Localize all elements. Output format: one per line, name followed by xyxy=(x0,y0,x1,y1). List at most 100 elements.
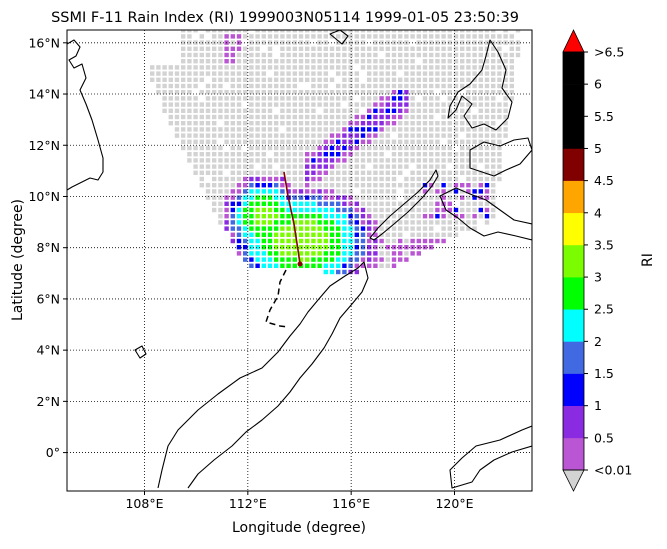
rain-pixel xyxy=(286,232,291,237)
rain-pixel xyxy=(199,71,204,76)
rain-pixel xyxy=(398,96,403,101)
rain-pixel xyxy=(199,152,204,157)
colorbar-tick-label: >6.5 xyxy=(594,45,624,60)
rain-pixel xyxy=(404,176,409,182)
rain-pixel xyxy=(466,83,471,89)
rain-pixel xyxy=(466,183,471,188)
rain-pixel xyxy=(441,133,446,138)
rain-pixel xyxy=(484,71,490,76)
rain-pixel xyxy=(410,170,415,175)
rain-pixel xyxy=(236,121,242,126)
rain-pixel xyxy=(360,176,366,182)
rain-pixel xyxy=(212,152,217,157)
rain-pixel xyxy=(274,220,279,225)
rain-pixel xyxy=(453,121,459,126)
rain-pixel xyxy=(360,40,366,45)
rain-pixel xyxy=(317,183,322,188)
rain-pixel xyxy=(404,152,409,157)
rain-pixel xyxy=(305,71,310,76)
rain-pixel xyxy=(305,90,310,95)
rain-pixel xyxy=(286,220,291,225)
rain-pixel xyxy=(354,201,359,206)
rain-pixel xyxy=(305,52,310,58)
rain-pixel xyxy=(460,65,465,70)
rain-pixel xyxy=(317,30,322,33)
rain-pixel xyxy=(174,96,180,101)
rain-pixel xyxy=(491,176,496,182)
rain-pixel xyxy=(379,207,384,213)
rain-pixel xyxy=(249,40,254,45)
rain-pixel xyxy=(230,65,235,70)
rain-pixel xyxy=(305,121,310,126)
rain-pixel xyxy=(205,189,211,194)
rain-pixel xyxy=(274,214,279,219)
rain-pixel xyxy=(422,145,428,151)
rain-pixel xyxy=(342,214,347,219)
rain-pixel xyxy=(255,158,260,163)
rain-pixel xyxy=(503,30,508,33)
rain-pixel xyxy=(373,139,378,144)
rain-pixel xyxy=(212,133,217,138)
rain-pixel xyxy=(329,245,335,250)
rain-pixel xyxy=(193,96,198,101)
rain-pixel xyxy=(342,263,347,268)
rain-pixel xyxy=(286,226,291,231)
rain-pixel xyxy=(509,71,514,76)
rain-pixel-layer xyxy=(150,30,521,275)
rain-pixel xyxy=(466,201,471,206)
rain-pixel xyxy=(342,145,347,151)
rain-pixel xyxy=(255,257,260,262)
rain-pixel xyxy=(404,214,409,219)
rain-pixel xyxy=(218,96,223,101)
rain-pixel xyxy=(218,46,223,51)
rain-pixel xyxy=(453,176,459,182)
rain-pixel xyxy=(298,183,304,188)
rain-pixel xyxy=(323,207,328,213)
colorbar-label: RI xyxy=(640,253,656,267)
rain-pixel xyxy=(360,214,366,219)
rain-pixel xyxy=(348,220,353,225)
rain-pixel xyxy=(416,139,421,144)
rain-pixel xyxy=(410,251,415,256)
rain-pixel xyxy=(181,133,186,138)
rain-pixel xyxy=(243,164,248,169)
rain-pixel xyxy=(336,127,341,132)
rain-pixel xyxy=(286,30,291,33)
rain-pixel xyxy=(162,96,167,101)
rain-pixel xyxy=(422,189,428,194)
rain-pixel xyxy=(243,158,248,163)
rain-pixel xyxy=(336,40,341,45)
rain-pixel xyxy=(286,139,291,144)
rain-pixel xyxy=(218,52,223,58)
rain-pixel xyxy=(323,133,328,138)
rain-pixel xyxy=(193,108,198,113)
rain-pixel xyxy=(398,183,403,188)
rain-pixel xyxy=(311,139,316,144)
rain-pixel xyxy=(199,52,204,58)
rain-pixel xyxy=(267,263,273,268)
rain-pixel xyxy=(236,164,242,169)
colorbar-tick-label: 5.5 xyxy=(594,109,614,124)
rain-pixel xyxy=(404,34,409,39)
rain-pixel xyxy=(478,59,483,64)
rain-pixel xyxy=(348,30,353,33)
rain-pixel xyxy=(305,145,310,151)
rain-pixel xyxy=(416,226,421,231)
rain-pixel xyxy=(212,65,217,70)
rain-pixel xyxy=(243,170,248,175)
rain-pixel xyxy=(373,238,378,244)
rain-pixel xyxy=(199,176,204,182)
rain-pixel xyxy=(435,30,440,33)
rain-pixel xyxy=(367,189,372,194)
rain-pixel xyxy=(435,127,440,132)
rain-pixel xyxy=(385,102,390,107)
rain-pixel xyxy=(280,220,285,225)
rain-pixel xyxy=(317,220,322,225)
rain-pixel xyxy=(286,176,291,182)
rain-pixel xyxy=(478,96,483,101)
rain-pixel xyxy=(348,96,353,101)
rain-pixel xyxy=(354,114,359,120)
rain-pixel xyxy=(379,127,384,132)
rain-pixel xyxy=(230,46,235,51)
rain-pixel xyxy=(323,65,328,70)
